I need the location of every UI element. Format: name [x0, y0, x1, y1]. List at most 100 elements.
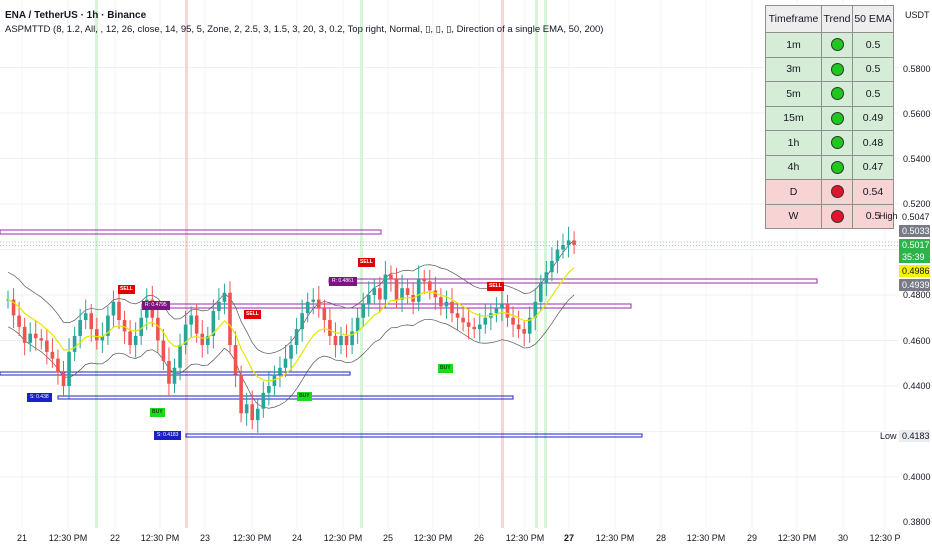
x-tick: 12:30 PM	[323, 533, 363, 543]
candle-body	[111, 301, 116, 316]
candle-body	[322, 308, 327, 321]
resistance-label[interactable]: R: 0.4861	[329, 277, 357, 286]
candle-body	[311, 299, 316, 302]
sell-signal[interactable]: SELL	[244, 310, 261, 319]
support-label[interactable]: S: 0.4183	[154, 431, 182, 440]
trend-dot-icon	[830, 209, 844, 223]
candle-body	[244, 404, 249, 414]
y-tick: 0.5200	[903, 199, 931, 209]
candle-body	[317, 299, 321, 309]
y-tick: 0.4000	[903, 472, 931, 482]
row-timeframe: 5m	[765, 81, 822, 107]
resistance-label[interactable]: R: 0.4795	[142, 301, 170, 310]
candle-body	[72, 335, 77, 352]
candle-body	[544, 272, 549, 284]
signal-band	[544, 0, 547, 528]
x-tick: 12:30 PM	[140, 533, 180, 543]
x-tick: 29	[746, 533, 758, 543]
candle-body	[222, 292, 227, 302]
row-timeframe: 1h	[765, 130, 822, 156]
buy-signal[interactable]: BUY	[297, 392, 312, 401]
row-ema: 0.49	[852, 105, 894, 131]
low-price-label: 0.4183	[899, 430, 930, 442]
candle-body	[572, 240, 576, 245]
candle-body	[167, 360, 171, 384]
candle-body	[189, 315, 193, 325]
trend-row: D 0.54	[765, 179, 894, 205]
trend-row: W 0.5	[765, 203, 894, 229]
x-tick: 30	[837, 533, 849, 543]
header-timeframe: Timeframe	[765, 5, 822, 33]
signal-band	[185, 0, 188, 528]
chart-grid	[0, 0, 899, 528]
candle-body	[455, 313, 460, 318]
signal-band	[95, 0, 98, 528]
candle-body	[233, 345, 238, 375]
candle-body	[283, 358, 288, 368]
candle-body	[217, 301, 221, 311]
candle-body	[239, 374, 243, 414]
row-ema: 0.5	[852, 203, 894, 229]
x-tick: 12:30 PM	[505, 533, 545, 543]
price-label: 0.5033	[899, 225, 930, 237]
trend-dot-icon	[830, 160, 844, 174]
price-label: 0.4939	[899, 279, 930, 291]
candle-body	[483, 317, 488, 325]
row-ema: 0.5	[852, 81, 894, 107]
candle-body	[339, 335, 343, 346]
support-resistance-zones	[0, 229, 818, 438]
candle-body	[78, 320, 82, 336]
candle-body	[494, 308, 499, 314]
candle-body	[250, 404, 254, 421]
support-label[interactable]: S: 0.438	[27, 393, 52, 402]
trend-dot-icon	[830, 111, 844, 125]
axis-lines	[0, 241, 899, 246]
candle-body	[183, 324, 188, 346]
row-timeframe: 15m	[765, 105, 822, 131]
row-timeframe: 3m	[765, 56, 822, 82]
sell-signal[interactable]: SELL	[487, 282, 504, 291]
candles	[6, 226, 576, 433]
x-tick: 27	[563, 533, 575, 543]
candle-body	[194, 315, 199, 334]
header-ema: 50 EMA	[852, 5, 894, 33]
candle-body	[422, 279, 427, 282]
indicator-legend[interactable]: ASPMTTD (8, 1.2, All, , 12, 26, close, 1…	[5, 24, 604, 35]
candle-body	[294, 329, 299, 346]
candle-body	[17, 315, 21, 327]
candle-body	[477, 324, 482, 330]
candle-body	[561, 244, 565, 250]
candle-body	[472, 326, 476, 330]
candle-body	[67, 351, 71, 386]
x-tick: 22	[109, 533, 121, 543]
candle-body	[566, 240, 571, 245]
candle-body	[28, 333, 32, 343]
y-tick: 0.5400	[903, 154, 931, 164]
candle-body	[305, 301, 310, 314]
row-ema: 0.54	[852, 179, 894, 205]
y-tick: 0.3800	[903, 517, 931, 527]
chart-header: ENA / TetherUS · 1h · Binance ASPMTTD (8…	[5, 9, 603, 37]
candle-body	[56, 358, 60, 373]
trend-row: 15m 0.49	[765, 105, 894, 131]
x-tick: 12:30 PM	[595, 533, 635, 543]
trend-row: 5m 0.5	[765, 81, 894, 107]
candle-body	[527, 317, 532, 334]
symbol-title[interactable]: ENA / TetherUS · 1h · Binance	[5, 10, 147, 21]
buy-signal[interactable]: BUY	[150, 408, 165, 417]
sell-signal[interactable]: SELL	[118, 285, 135, 294]
row-timeframe: 1m	[765, 32, 822, 58]
row-ema: 0.47	[852, 154, 894, 180]
candle-body	[206, 335, 210, 346]
buy-signal[interactable]: BUY	[438, 364, 453, 373]
currency-label[interactable]: USDT	[905, 10, 930, 20]
x-tick: 24	[291, 533, 303, 543]
trend-row: 4h 0.47	[765, 154, 894, 180]
candle-body	[139, 317, 143, 336]
candle-body	[539, 283, 543, 302]
candle-body	[500, 304, 504, 309]
x-tick: 12:30 PM	[777, 533, 817, 543]
sell-signal[interactable]: SELL	[358, 258, 375, 267]
ema-line	[7, 267, 575, 382]
